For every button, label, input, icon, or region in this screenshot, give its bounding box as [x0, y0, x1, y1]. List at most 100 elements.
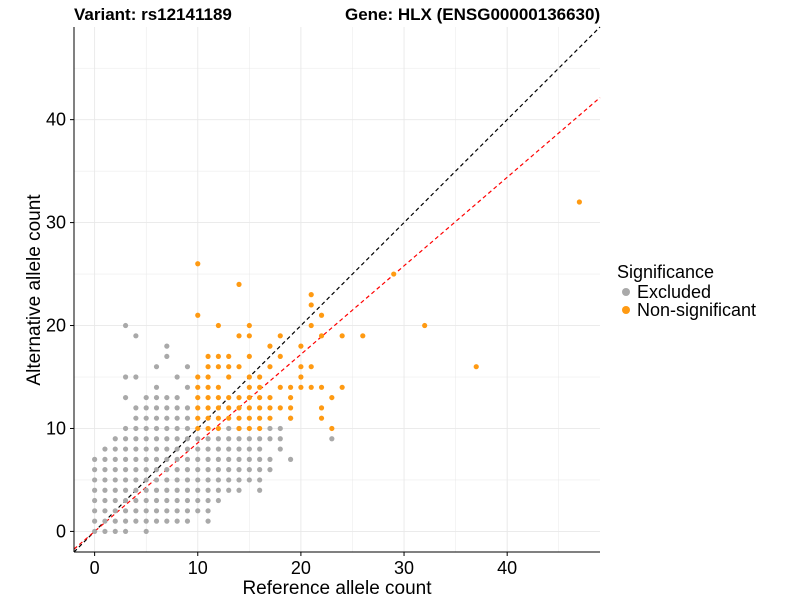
data-point-non-significant	[422, 322, 428, 329]
data-point-excluded	[92, 508, 98, 514]
data-point-excluded	[164, 405, 170, 411]
chart-title-variant: Variant: rs12141189	[74, 5, 232, 24]
data-point-excluded	[164, 487, 170, 493]
data-point-excluded	[133, 518, 139, 524]
data-point-excluded	[164, 425, 170, 432]
data-point-excluded	[195, 497, 201, 504]
data-point-non-significant	[318, 312, 325, 318]
data-point-non-significant	[236, 333, 242, 339]
data-point-non-significant	[236, 281, 242, 287]
data-point-excluded	[184, 405, 191, 411]
data-point-excluded	[143, 446, 149, 452]
data-point-excluded	[102, 446, 108, 452]
legend: Significance Excluded Non-significant	[617, 262, 756, 320]
data-point-excluded	[102, 497, 108, 504]
data-point-excluded	[133, 497, 139, 504]
data-point-excluded	[277, 436, 283, 442]
data-point-non-significant	[339, 384, 345, 390]
y-tick-label: 20	[46, 316, 66, 336]
data-point-excluded	[195, 477, 201, 483]
data-point-excluded	[133, 467, 139, 473]
data-point-excluded	[112, 436, 118, 442]
data-point-excluded	[215, 446, 221, 452]
y-tick-label: 10	[46, 418, 66, 438]
data-point-excluded	[236, 477, 242, 483]
x-tick-label: 10	[188, 558, 208, 578]
y-tick-label: 30	[46, 213, 66, 233]
data-point-excluded	[226, 487, 232, 493]
data-point-excluded	[205, 477, 211, 483]
data-point-non-significant	[246, 405, 252, 411]
data-point-non-significant	[246, 353, 252, 360]
data-point-non-significant	[205, 394, 211, 401]
data-point-non-significant	[246, 333, 252, 339]
data-point-excluded	[205, 518, 211, 524]
data-point-excluded	[236, 487, 242, 493]
data-point-non-significant	[257, 394, 263, 401]
data-point-excluded	[143, 467, 149, 473]
data-point-excluded	[184, 364, 191, 370]
reference-lines	[73, 26, 601, 553]
data-point-excluded	[122, 508, 129, 514]
data-point-non-significant	[298, 374, 304, 380]
data-point-excluded	[153, 508, 160, 514]
data-point-excluded	[133, 487, 139, 493]
x-tick-label: 30	[394, 558, 414, 578]
data-point-excluded	[164, 343, 170, 349]
data-point-excluded	[174, 446, 180, 452]
data-point-excluded	[184, 467, 191, 473]
data-point-excluded	[174, 467, 180, 473]
data-point-excluded	[133, 333, 139, 339]
x-axis-title: Reference allele count	[242, 578, 432, 599]
legend-title: Significance	[617, 262, 714, 282]
data-point-excluded	[92, 497, 98, 504]
data-point-excluded	[195, 508, 201, 514]
data-point-excluded	[195, 487, 201, 493]
data-point-excluded	[112, 497, 118, 504]
data-point-non-significant	[267, 405, 273, 411]
data-point-excluded	[257, 456, 263, 462]
data-point-excluded	[122, 487, 129, 493]
data-point-excluded	[143, 477, 149, 483]
data-point-non-significant	[195, 384, 201, 390]
data-point-excluded	[133, 374, 139, 380]
data-point-excluded	[164, 353, 170, 360]
data-point-excluded	[102, 508, 108, 514]
data-point-excluded	[267, 436, 273, 442]
data-point-non-significant	[246, 415, 252, 421]
data-point-non-significant	[226, 374, 232, 380]
data-point-excluded	[277, 425, 283, 432]
data-point-excluded	[122, 425, 129, 432]
data-point-excluded	[92, 518, 98, 524]
data-point-excluded	[153, 467, 160, 473]
data-point-excluded	[226, 467, 232, 473]
data-point-excluded	[153, 394, 160, 401]
legend-key-excluded	[622, 288, 630, 296]
data-point-excluded	[133, 415, 139, 421]
data-point-excluded	[102, 528, 108, 535]
data-point-excluded	[164, 467, 170, 473]
data-point-excluded	[133, 436, 139, 442]
y-tick-label: 40	[46, 110, 66, 130]
data-point-non-significant	[308, 322, 314, 329]
data-point-excluded	[257, 467, 263, 473]
data-point-excluded	[133, 405, 139, 411]
data-point-excluded	[133, 456, 139, 462]
data-point-non-significant	[298, 364, 304, 370]
data-point-excluded	[164, 436, 170, 442]
data-point-non-significant	[298, 343, 304, 349]
data-point-excluded	[122, 436, 129, 442]
data-point-excluded	[184, 436, 191, 442]
data-point-excluded	[143, 518, 149, 524]
data-point-excluded	[92, 528, 98, 535]
data-point-excluded	[205, 487, 211, 493]
data-point-non-significant	[205, 364, 211, 370]
data-point-excluded	[184, 487, 191, 493]
legend-label-excluded: Excluded	[637, 282, 711, 302]
data-point-excluded	[133, 446, 139, 452]
data-point-excluded	[153, 436, 160, 442]
data-point-excluded	[195, 456, 201, 462]
data-point-excluded	[92, 477, 98, 483]
data-point-excluded	[164, 415, 170, 421]
data-point-non-significant	[287, 394, 294, 401]
